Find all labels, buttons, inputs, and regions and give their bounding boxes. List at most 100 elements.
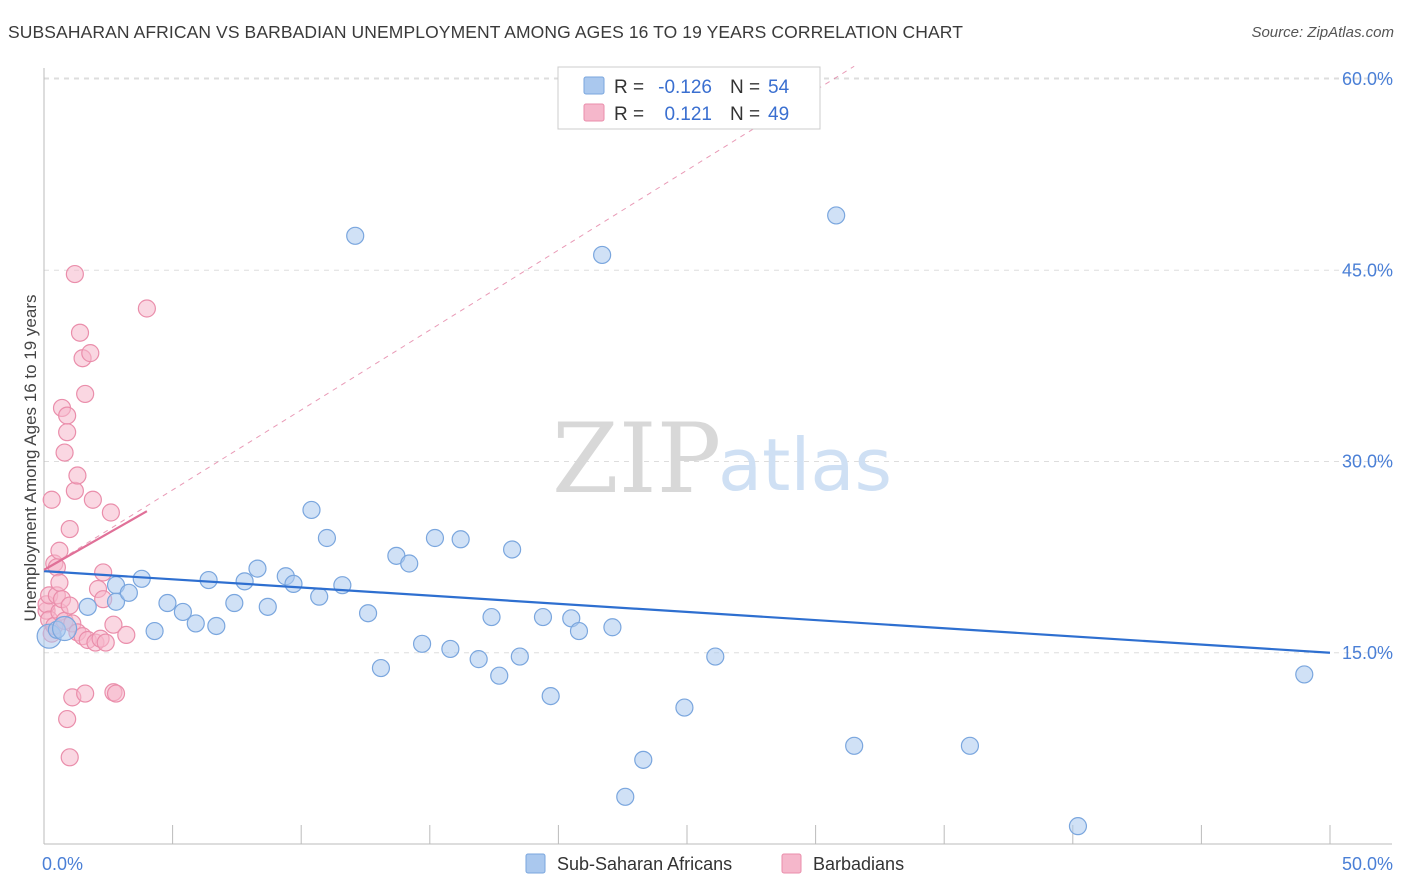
sub-saharan-point: [400, 554, 419, 573]
legend-swatch-sub-saharan: [525, 853, 546, 874]
y-tick-labels: 15.0% 30.0% 45.0% 60.0%: [1342, 69, 1393, 663]
legend-r-value-1: -0.126: [658, 77, 712, 98]
y-axis-label: Unemployment Among Ages 16 to 19 years: [21, 295, 40, 622]
barbadians-trend-line: [43, 510, 148, 571]
sub-saharan-point: [158, 593, 177, 613]
sub-saharan-point: [469, 650, 488, 669]
barbadians-point: [70, 323, 90, 342]
barbadians-point: [58, 423, 77, 442]
barbadians-point: [117, 625, 136, 645]
barbadians-point: [60, 519, 79, 539]
legend-swatch-blue: [583, 76, 605, 95]
legend-swatch-pink: [583, 103, 605, 122]
chart-source: Source: ZipAtlas.com: [1251, 24, 1394, 41]
sub-saharan-point: [51, 615, 78, 642]
barbadians-point: [106, 684, 126, 703]
y-tick-label-45: 45.0%: [1342, 260, 1393, 280]
legend-swatch-barbadians: [781, 853, 802, 874]
barbadians-point: [50, 573, 69, 592]
barbadians-point: [76, 384, 95, 404]
sub-saharan-point: [616, 787, 635, 806]
sub-saharan-point: [225, 593, 244, 613]
sub-saharan-point: [78, 597, 97, 616]
sub-saharan-point: [845, 736, 864, 755]
sub-saharan-point: [173, 602, 192, 622]
correlation-legend: R = -0.126 N = 54 R = 0.121 N = 49: [557, 66, 821, 130]
watermark-atlas-text: atlas: [718, 423, 892, 507]
barbadians-points: [37, 264, 156, 767]
sub-saharan-point: [302, 500, 321, 520]
sub-saharan-point: [284, 574, 303, 594]
sub-saharan-point: [541, 686, 560, 706]
sub-saharan-point: [569, 621, 589, 641]
sub-saharan-point: [199, 570, 218, 590]
barbadians-trend-extended: [43, 65, 855, 571]
sub-saharan-point: [371, 658, 391, 678]
sub-saharan-point: [425, 528, 445, 548]
sub-saharan-point: [490, 666, 509, 685]
barbadians-point: [65, 264, 84, 284]
y-tick-label-30: 30.0%: [1342, 452, 1393, 472]
barbadians-point: [94, 563, 113, 582]
sub-saharan-point: [675, 698, 694, 717]
barbadians-point: [58, 406, 77, 425]
barbadians-point: [55, 443, 74, 462]
watermark: ZIP atlas: [552, 403, 892, 515]
sub-saharan-point: [248, 559, 267, 578]
watermark-zip-text: ZIP: [552, 403, 721, 515]
barbadians-point: [96, 633, 115, 652]
sub-saharan-point: [119, 583, 138, 602]
legend-n-value-2: 49: [768, 104, 789, 125]
x-tick-label-min: 0.0%: [42, 854, 83, 874]
chart-title: SUBSAHARAN AFRICAN VS BARBADIAN UNEMPLOY…: [8, 22, 964, 42]
legend-n-value-1: 54: [768, 77, 790, 98]
sub-saharan-point: [235, 572, 254, 591]
series-legend: Sub-Saharan Africans Barbadians: [525, 853, 904, 874]
sub-saharan-point: [1068, 817, 1088, 836]
legend-r-label-1: R =: [614, 77, 644, 98]
barbadians-point: [76, 684, 95, 703]
sub-saharan-points: [36, 91, 1314, 836]
barbadians-point: [101, 503, 120, 522]
barbadians-point: [83, 490, 102, 509]
sub-saharan-point: [593, 245, 612, 265]
sub-saharan-point: [310, 587, 329, 606]
sub-saharan-point: [482, 607, 501, 627]
barbadians-point: [81, 344, 100, 363]
legend-n-label-2: N =: [730, 104, 760, 125]
barbadians-point: [58, 709, 77, 729]
sub-saharan-point: [207, 616, 226, 636]
barbadians-point: [60, 596, 79, 615]
y-tick-label-60: 60.0%: [1342, 69, 1393, 89]
sub-saharan-point: [1295, 665, 1314, 684]
legend-label-barbadians: Barbadians: [813, 854, 904, 874]
sub-saharan-point: [603, 618, 622, 637]
sub-saharan-point: [510, 647, 529, 666]
sub-saharan-trend-line: [43, 570, 1331, 654]
trend-lines: [43, 65, 1331, 654]
legend-r-value-2: 0.121: [664, 104, 712, 125]
barbadians-point: [68, 466, 87, 485]
x-tick-labels: 0.0% 50.0%: [42, 854, 1393, 874]
barbadians-point: [104, 615, 123, 634]
sub-saharan-point: [960, 736, 980, 755]
sub-saharan-point: [503, 540, 522, 559]
legend-label-sub-saharan: Sub-Saharan Africans: [557, 854, 732, 874]
sub-saharan-point: [706, 647, 725, 666]
barbadians-point: [137, 299, 156, 318]
sub-saharan-point: [358, 604, 378, 623]
sub-saharan-point: [533, 607, 553, 627]
sub-saharan-point: [412, 634, 432, 653]
barbadians-point: [65, 481, 84, 500]
x-tick-label-max: 50.0%: [1342, 854, 1393, 874]
sub-saharan-point: [317, 528, 337, 548]
barbadians-point: [50, 541, 69, 560]
sub-saharan-point: [441, 639, 460, 659]
barbadians-point: [60, 748, 79, 767]
sub-saharan-point: [186, 614, 205, 633]
legend-n-label-1: N =: [730, 77, 760, 98]
sub-saharan-point: [258, 597, 277, 616]
sub-saharan-point: [451, 530, 470, 549]
sub-saharan-point: [634, 750, 653, 769]
